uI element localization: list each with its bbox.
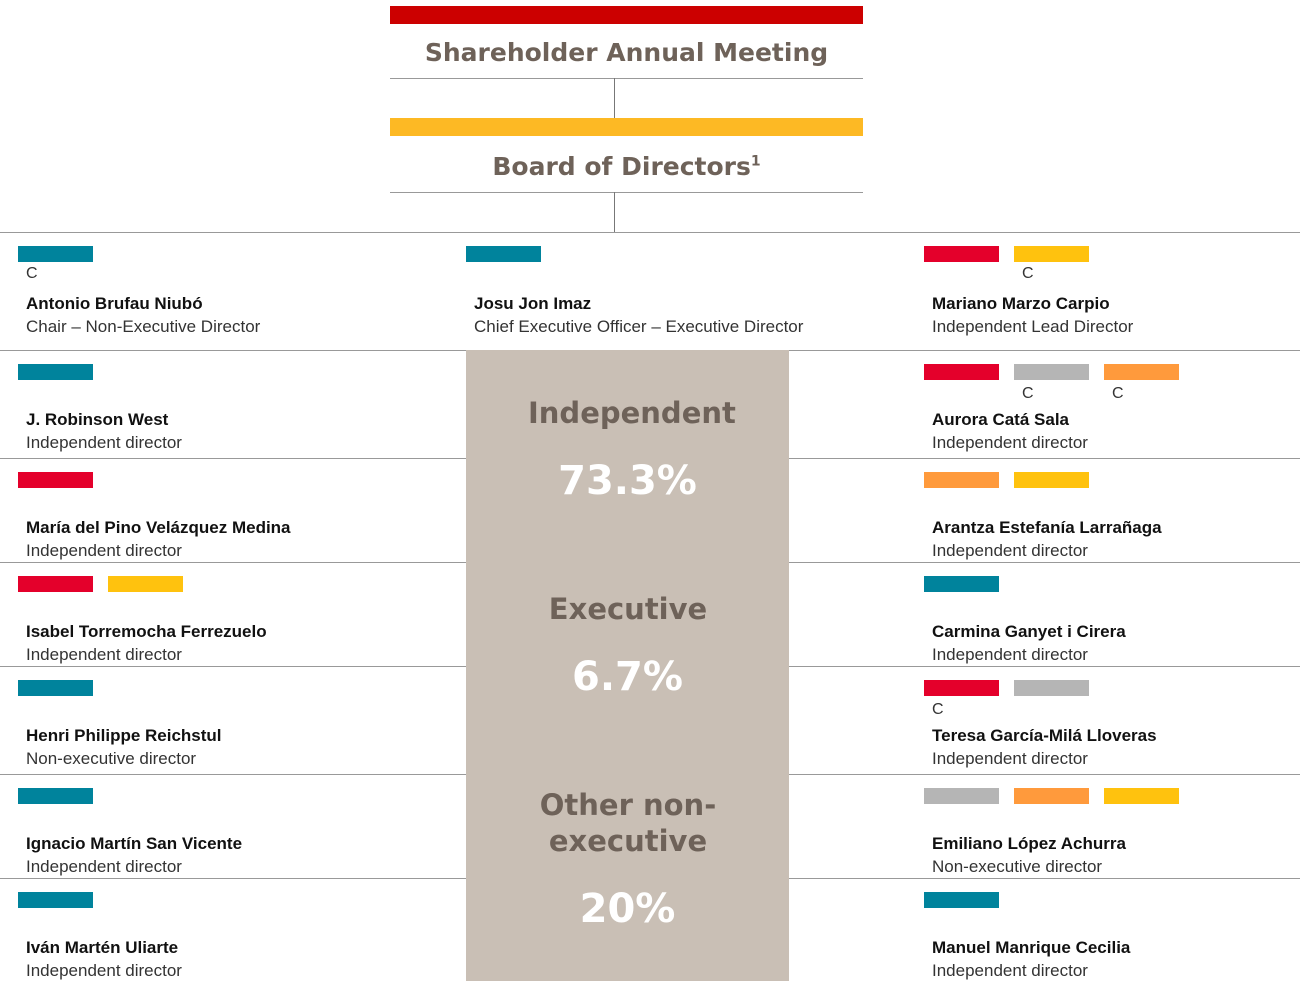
director-name: Carmina Ganyet i Cirera [932, 622, 1126, 641]
director-role: Non-executive director [932, 857, 1103, 876]
footnote-mark: 1 [750, 153, 761, 170]
committee-bar [1014, 246, 1089, 262]
director-name: Manuel Manrique Cecilia [932, 938, 1131, 957]
committee-bar [1014, 788, 1089, 804]
composition-label: Executive [548, 592, 708, 626]
committee-bar [924, 892, 999, 908]
composition-label: Independent [528, 396, 736, 430]
committee-bar [1014, 472, 1089, 488]
composition-value: 6.7% [572, 654, 683, 700]
director-name: Josu Jon Imaz [474, 294, 592, 313]
committee-bar [18, 364, 93, 380]
director-name: Mariano Marzo Carpio [932, 294, 1110, 313]
director-role: Chair – Non-Executive Director [26, 317, 261, 336]
director-role: Chief Executive Officer – Executive Dire… [474, 317, 804, 336]
director-role: Independent director [932, 541, 1088, 560]
committee-bar [924, 472, 999, 488]
composition-box [466, 350, 789, 981]
director-role: Independent director [26, 961, 182, 980]
committee-bar [18, 680, 93, 696]
committee-bar [18, 892, 93, 908]
committee-bar [108, 576, 183, 592]
board-title: Board of Directors1 [390, 152, 863, 181]
committee-chair: C [1022, 265, 1034, 282]
composition-label: Other non-executive [539, 788, 717, 858]
connector [614, 78, 615, 118]
composition-value: 20% [579, 886, 676, 932]
committee-bar [924, 680, 999, 696]
director-name: Antonio Brufau Niubó [26, 294, 203, 313]
header-title: Shareholder Annual Meeting [424, 38, 829, 67]
director-role: Independent director [932, 961, 1088, 980]
board-rule [390, 192, 863, 193]
committee-bar [1104, 788, 1179, 804]
composition-value: 73.3% [558, 458, 697, 504]
header-bar [390, 6, 863, 24]
header-rule [390, 78, 863, 79]
director-name: María del Pino Velázquez Medina [26, 518, 291, 537]
committee-bar [1014, 364, 1089, 380]
director-name: J. Robinson West [26, 410, 169, 429]
director-role: Non-executive director [26, 749, 197, 768]
committee-bar [466, 246, 541, 262]
director-role: Independent Lead Director [932, 317, 1134, 336]
connector [614, 192, 615, 232]
director-name: Arantza Estefanía Larrañaga [932, 518, 1162, 537]
director-role: Independent director [26, 645, 182, 664]
committee-chair: C [1112, 385, 1124, 402]
committee-bar [924, 246, 999, 262]
committee-bar [1014, 680, 1089, 696]
committee-bar [924, 788, 999, 804]
director-role: Independent director [932, 433, 1088, 452]
director-name: Isabel Torremocha Ferrezuelo [26, 622, 267, 641]
director-name: Aurora Catá Sala [932, 410, 1069, 429]
director-role: Independent director [26, 541, 182, 560]
director-name: Ignacio Martín San Vicente [26, 834, 243, 853]
committee-bar [18, 246, 93, 262]
committee-bar [18, 788, 93, 804]
committee-bar [1104, 364, 1179, 380]
committee-chair: C [1022, 385, 1034, 402]
director-role: Independent director [26, 857, 182, 876]
committee-bar [924, 364, 999, 380]
director-name: Iván Martén Uliarte [26, 938, 179, 957]
committee-chair: C [932, 701, 944, 718]
director-name: Teresa García-Milá Lloveras [932, 726, 1157, 745]
director-name: Emiliano López Achurra [932, 834, 1126, 853]
director-role: Independent director [26, 433, 182, 452]
committee-bar [924, 576, 999, 592]
director-name: Henri Philippe Reichstul [26, 726, 222, 745]
committee-chair: C [26, 265, 38, 282]
row-rule [0, 232, 1300, 233]
committee-bar [18, 576, 93, 592]
director-role: Independent director [932, 749, 1088, 768]
board-title-text: Board of Directors [492, 152, 751, 181]
board-bar [390, 118, 863, 136]
director-role: Independent director [932, 645, 1088, 664]
committee-bar [18, 472, 93, 488]
